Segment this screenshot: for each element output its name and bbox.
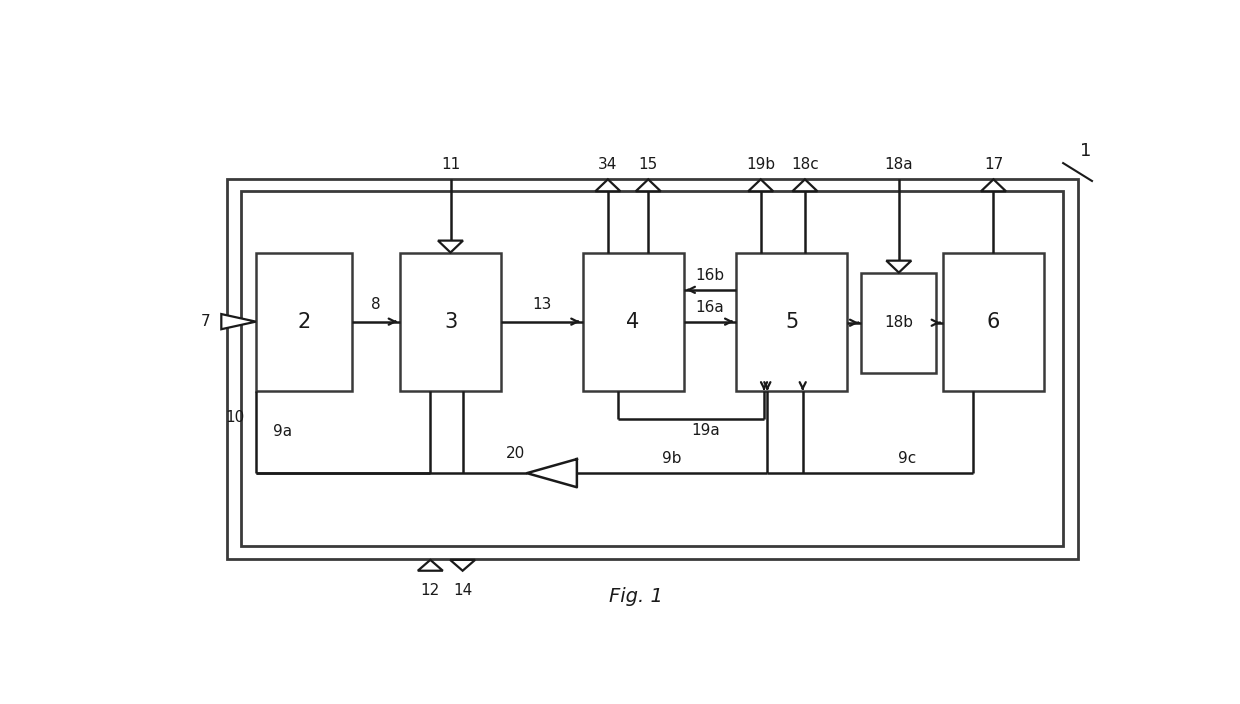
Text: 1: 1 xyxy=(1080,142,1091,160)
Polygon shape xyxy=(221,314,255,329)
Text: 9b: 9b xyxy=(662,451,682,466)
Text: 18b: 18b xyxy=(884,315,914,330)
Text: 18c: 18c xyxy=(791,157,818,172)
FancyBboxPatch shape xyxy=(862,272,936,373)
FancyBboxPatch shape xyxy=(942,253,1044,391)
Text: 12: 12 xyxy=(420,583,440,598)
Text: 7: 7 xyxy=(201,314,211,329)
Text: 8: 8 xyxy=(371,297,381,312)
Text: 4: 4 xyxy=(626,312,640,332)
Text: 14: 14 xyxy=(453,583,472,598)
Text: 17: 17 xyxy=(983,157,1003,172)
Text: 11: 11 xyxy=(441,157,460,172)
Text: 20: 20 xyxy=(506,446,525,461)
Polygon shape xyxy=(748,180,774,191)
FancyBboxPatch shape xyxy=(401,253,501,391)
Polygon shape xyxy=(595,180,620,191)
Text: 15: 15 xyxy=(639,157,658,172)
Text: 13: 13 xyxy=(532,297,552,312)
Text: Fig. 1: Fig. 1 xyxy=(609,587,662,606)
Text: 16b: 16b xyxy=(696,268,724,283)
FancyBboxPatch shape xyxy=(737,253,847,391)
Polygon shape xyxy=(981,180,1006,191)
Text: 5: 5 xyxy=(785,312,799,332)
Polygon shape xyxy=(636,180,661,191)
Polygon shape xyxy=(438,241,463,253)
Text: 18a: 18a xyxy=(884,157,913,172)
FancyBboxPatch shape xyxy=(583,253,683,391)
Polygon shape xyxy=(418,560,443,571)
Text: 9a: 9a xyxy=(273,424,293,439)
Text: 19a: 19a xyxy=(691,423,719,439)
Text: 2: 2 xyxy=(298,312,310,332)
Text: 34: 34 xyxy=(598,157,618,172)
FancyBboxPatch shape xyxy=(227,180,1078,559)
Text: 16a: 16a xyxy=(696,300,724,315)
Text: 3: 3 xyxy=(444,312,458,332)
Polygon shape xyxy=(887,260,911,272)
Text: 10: 10 xyxy=(226,410,244,425)
Polygon shape xyxy=(527,459,577,487)
FancyBboxPatch shape xyxy=(242,191,1063,546)
Polygon shape xyxy=(450,560,475,571)
Polygon shape xyxy=(792,180,817,191)
Text: 19b: 19b xyxy=(746,157,775,172)
Text: 6: 6 xyxy=(987,312,1001,332)
Text: 9c: 9c xyxy=(898,451,916,466)
FancyBboxPatch shape xyxy=(255,253,352,391)
